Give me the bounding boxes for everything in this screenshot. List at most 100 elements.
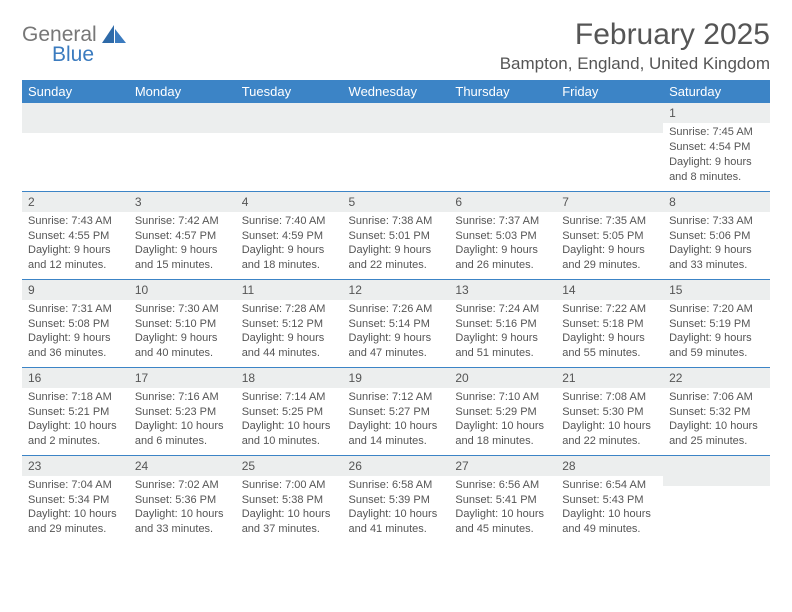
calendar-day: 27Sunrise: 6:56 AMSunset: 5:41 PMDayligh… xyxy=(449,455,556,543)
calendar-day: 2Sunrise: 7:43 AMSunset: 4:55 PMDaylight… xyxy=(22,191,129,279)
day-number: 8 xyxy=(663,192,770,212)
sunrise-line: Sunrise: 7:45 AM xyxy=(669,125,764,140)
daylight-line: Daylight: 9 hours and 8 minutes. xyxy=(669,155,764,185)
calendar-week: 16Sunrise: 7:18 AMSunset: 5:21 PMDayligh… xyxy=(22,367,770,455)
day-number: 12 xyxy=(343,280,450,300)
day-details: Sunrise: 6:58 AMSunset: 5:39 PMDaylight:… xyxy=(343,476,450,541)
daylight-line: Daylight: 10 hours and 10 minutes. xyxy=(242,419,337,449)
sunset-line: Sunset: 5:29 PM xyxy=(455,405,550,420)
sunset-line: Sunset: 5:25 PM xyxy=(242,405,337,420)
weekday-header: Thursday xyxy=(449,80,556,103)
day-details xyxy=(449,123,556,133)
sunset-line: Sunset: 5:14 PM xyxy=(349,317,444,332)
sunrise-line: Sunrise: 7:20 AM xyxy=(669,302,764,317)
sunrise-line: Sunrise: 7:12 AM xyxy=(349,390,444,405)
daylight-line: Daylight: 10 hours and 14 minutes. xyxy=(349,419,444,449)
day-number xyxy=(343,103,450,123)
weekday-header: Saturday xyxy=(663,80,770,103)
day-number: 27 xyxy=(449,456,556,476)
daylight-line: Daylight: 9 hours and 44 minutes. xyxy=(242,331,337,361)
day-number: 23 xyxy=(22,456,129,476)
day-number: 13 xyxy=(449,280,556,300)
calendar-day: 22Sunrise: 7:06 AMSunset: 5:32 PMDayligh… xyxy=(663,367,770,455)
calendar-day: 26Sunrise: 6:58 AMSunset: 5:39 PMDayligh… xyxy=(343,455,450,543)
day-number: 14 xyxy=(556,280,663,300)
calendar-day: 9Sunrise: 7:31 AMSunset: 5:08 PMDaylight… xyxy=(22,279,129,367)
sunrise-line: Sunrise: 7:06 AM xyxy=(669,390,764,405)
sunset-line: Sunset: 5:12 PM xyxy=(242,317,337,332)
calendar-day: 10Sunrise: 7:30 AMSunset: 5:10 PMDayligh… xyxy=(129,279,236,367)
weekday-header: Monday xyxy=(129,80,236,103)
calendar-week: 2Sunrise: 7:43 AMSunset: 4:55 PMDaylight… xyxy=(22,191,770,279)
day-number: 22 xyxy=(663,368,770,388)
weekday-header: Tuesday xyxy=(236,80,343,103)
calendar-day: 7Sunrise: 7:35 AMSunset: 5:05 PMDaylight… xyxy=(556,191,663,279)
weekday-header: Sunday xyxy=(22,80,129,103)
sunset-line: Sunset: 5:23 PM xyxy=(135,405,230,420)
daylight-line: Daylight: 10 hours and 33 minutes. xyxy=(135,507,230,537)
day-details: Sunrise: 7:30 AMSunset: 5:10 PMDaylight:… xyxy=(129,300,236,365)
day-details: Sunrise: 7:33 AMSunset: 5:06 PMDaylight:… xyxy=(663,212,770,277)
daylight-line: Daylight: 10 hours and 6 minutes. xyxy=(135,419,230,449)
sunset-line: Sunset: 5:18 PM xyxy=(562,317,657,332)
sunset-line: Sunset: 5:03 PM xyxy=(455,229,550,244)
day-number xyxy=(22,103,129,123)
sunrise-line: Sunrise: 7:22 AM xyxy=(562,302,657,317)
daylight-line: Daylight: 9 hours and 59 minutes. xyxy=(669,331,764,361)
sunrise-line: Sunrise: 7:28 AM xyxy=(242,302,337,317)
day-details xyxy=(556,123,663,133)
sunset-line: Sunset: 5:43 PM xyxy=(562,493,657,508)
day-details: Sunrise: 7:22 AMSunset: 5:18 PMDaylight:… xyxy=(556,300,663,365)
day-details: Sunrise: 7:02 AMSunset: 5:36 PMDaylight:… xyxy=(129,476,236,541)
calendar-day: 17 Sunrise: 7:16 AMSunset: 5:23 PMDayligh… xyxy=(129,367,236,455)
day-number: 18 xyxy=(236,368,343,388)
calendar-day xyxy=(22,103,129,191)
day-number: 24 xyxy=(129,456,236,476)
calendar-head: SundayMondayTuesdayWednesdayThursdayFrid… xyxy=(22,80,770,103)
sail-icon xyxy=(101,28,127,45)
day-details xyxy=(343,123,450,133)
sunset-line: Sunset: 5:05 PM xyxy=(562,229,657,244)
calendar-day xyxy=(236,103,343,191)
calendar-day: 3Sunrise: 7:42 AMSunset: 4:57 PMDaylight… xyxy=(129,191,236,279)
sunset-line: Sunset: 5:16 PM xyxy=(455,317,550,332)
calendar-day: 15Sunrise: 7:20 AMSunset: 5:19 PMDayligh… xyxy=(663,279,770,367)
calendar-day: 18Sunrise: 7:14 AMSunset: 5:25 PMDayligh… xyxy=(236,367,343,455)
daylight-line: Daylight: 9 hours and 33 minutes. xyxy=(669,243,764,273)
day-number: 9 xyxy=(22,280,129,300)
header: General Blue February 2025 Bampton, Engl… xyxy=(22,18,770,74)
day-details: Sunrise: 7:40 AMSunset: 4:59 PMDaylight:… xyxy=(236,212,343,277)
day-number: 17 xyxy=(129,368,236,388)
calendar-day: 12Sunrise: 7:26 AMSunset: 5:14 PMDayligh… xyxy=(343,279,450,367)
day-number xyxy=(556,103,663,123)
day-number: 7 xyxy=(556,192,663,212)
calendar-day: 28Sunrise: 6:54 AMSunset: 5:43 PMDayligh… xyxy=(556,455,663,543)
calendar-day: 5Sunrise: 7:38 AMSunset: 5:01 PMDaylight… xyxy=(343,191,450,279)
day-details: Sunrise: 7:35 AMSunset: 5:05 PMDaylight:… xyxy=(556,212,663,277)
day-details: Sunrise: 7:14 AMSunset: 5:25 PMDaylight:… xyxy=(236,388,343,453)
sunrise-line: Sunrise: 6:56 AM xyxy=(455,478,550,493)
day-number xyxy=(449,103,556,123)
day-details xyxy=(663,476,770,486)
sunset-line: Sunset: 5:01 PM xyxy=(349,229,444,244)
day-details: Sunrise: 7:28 AMSunset: 5:12 PMDaylight:… xyxy=(236,300,343,365)
day-details: Sunrise: 7:12 AMSunset: 5:27 PMDaylight:… xyxy=(343,388,450,453)
day-details: Sunrise: 7:26 AMSunset: 5:14 PMDaylight:… xyxy=(343,300,450,365)
sunrise-line: Sunrise: 7:04 AM xyxy=(28,478,123,493)
calendar-day: 11Sunrise: 7:28 AMSunset: 5:12 PMDayligh… xyxy=(236,279,343,367)
sunrise-line: Sunrise: 7:40 AM xyxy=(242,214,337,229)
daylight-line: Daylight: 10 hours and 2 minutes. xyxy=(28,419,123,449)
sunrise-line: Sunrise: 7:31 AM xyxy=(28,302,123,317)
day-number xyxy=(663,456,770,476)
daylight-line: Daylight: 10 hours and 29 minutes. xyxy=(28,507,123,537)
sunrise-line: Sunrise: 7:16 AM xyxy=(135,390,230,405)
sunrise-line: Sunrise: 7:33 AM xyxy=(669,214,764,229)
day-number: 20 xyxy=(449,368,556,388)
sunrise-line: Sunrise: 7:02 AM xyxy=(135,478,230,493)
day-number xyxy=(236,103,343,123)
sunrise-line: Sunrise: 7:18 AM xyxy=(28,390,123,405)
calendar-day: 13Sunrise: 7:24 AMSunset: 5:16 PMDayligh… xyxy=(449,279,556,367)
day-details: Sunrise: 7:18 AMSunset: 5:21 PMDaylight:… xyxy=(22,388,129,453)
day-number: 2 xyxy=(22,192,129,212)
weekday-header: Wednesday xyxy=(343,80,450,103)
